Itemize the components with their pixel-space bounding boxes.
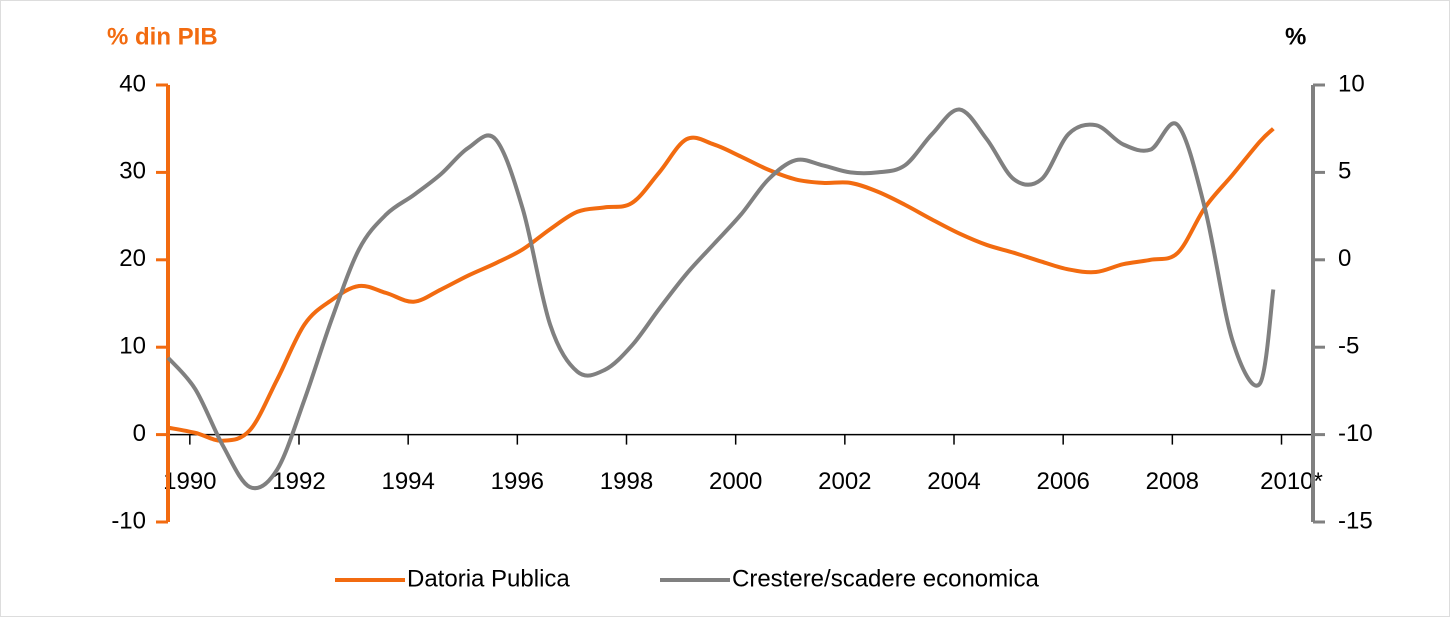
x-tick-label: 2008 [1146,468,1199,495]
x-tick-label: 1998 [600,468,653,495]
x-tick-label: 1996 [491,468,544,495]
y2-tick-label: -10 [1338,420,1373,447]
y2-tick-label: -5 [1338,333,1359,360]
x-tick-label: 2006 [1036,468,1089,495]
y-tick-label: 20 [119,245,146,272]
series-line [166,107,1276,491]
y2-tick-label: 0 [1338,245,1351,272]
x-tick-label: 2002 [818,468,871,495]
y-axis-title: % din PIB [107,23,218,50]
y-tick-label: 0 [133,420,146,447]
legend-label: Datoria Publica [407,565,570,592]
x-tick-label: 1994 [381,468,434,495]
legend-label: Crestere/scadere economica [732,565,1039,592]
series-line [167,127,1275,443]
x-tick-label: 2000 [709,468,762,495]
y-tick-label: 10 [119,333,146,360]
y-tick-label: 40 [119,70,146,97]
y2-tick-label: 5 [1338,158,1351,185]
y-tick-label: -10 [111,507,146,534]
x-tick-label: 1992 [272,468,325,495]
x-tick-label: 2004 [927,468,980,495]
y2-tick-label: 10 [1338,70,1365,97]
x-tick-label: 1990 [163,468,216,495]
y2-tick-label: -15 [1338,507,1373,534]
y-tick-label: 30 [119,158,146,185]
y2-axis-title: % [1285,23,1306,50]
